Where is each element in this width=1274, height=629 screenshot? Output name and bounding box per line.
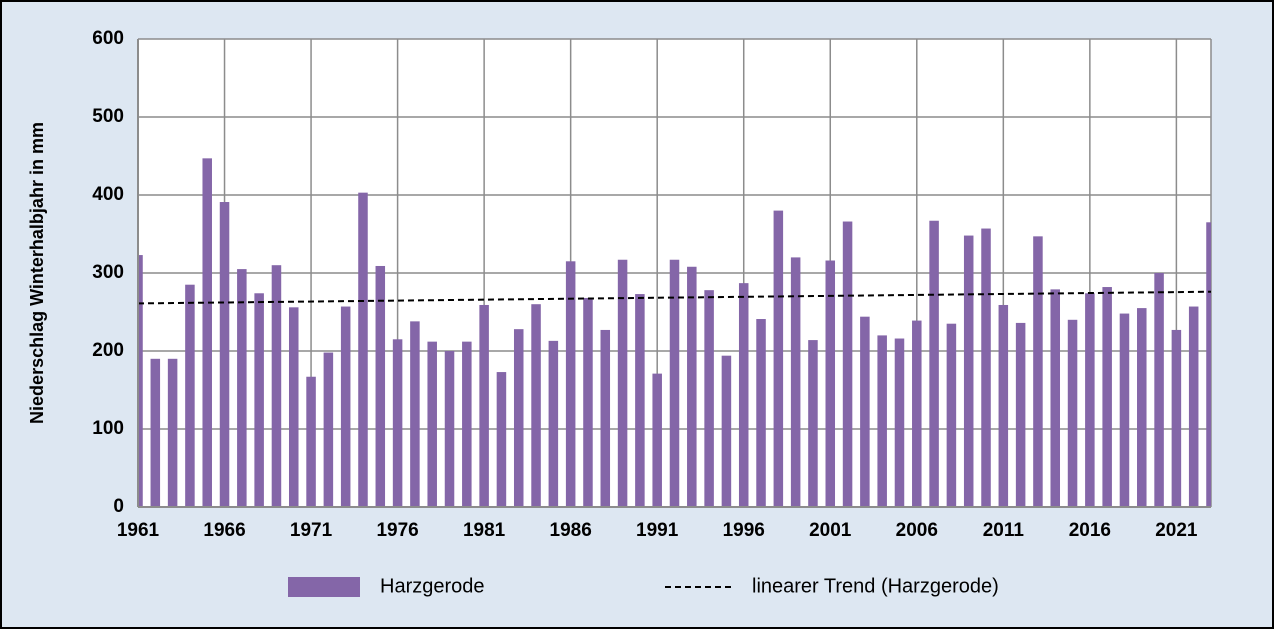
bar bbox=[583, 297, 593, 507]
y-tick-label: 500 bbox=[92, 106, 124, 127]
legend-label: linearer Trend (Harzgerode) bbox=[752, 575, 999, 597]
bar bbox=[513, 329, 524, 507]
bar bbox=[790, 257, 801, 507]
y-tick-label: 600 bbox=[92, 28, 124, 49]
x-tick-label: 1971 bbox=[290, 520, 333, 541]
y-tick-label: 0 bbox=[113, 496, 124, 517]
bar bbox=[150, 358, 161, 507]
bar bbox=[929, 220, 939, 507]
x-tick-label: 2006 bbox=[896, 520, 938, 541]
bar bbox=[1067, 319, 1078, 507]
bar bbox=[202, 158, 212, 507]
x-tick-label: 1966 bbox=[203, 520, 245, 541]
bar bbox=[479, 304, 489, 507]
bar bbox=[340, 306, 351, 507]
y-tick-label: 300 bbox=[92, 262, 124, 283]
x-tick-label: 1986 bbox=[550, 520, 592, 541]
bar bbox=[167, 358, 178, 507]
bar bbox=[323, 352, 334, 507]
bar bbox=[738, 283, 749, 507]
bar bbox=[1102, 287, 1112, 507]
bar bbox=[617, 259, 628, 507]
bar bbox=[375, 265, 386, 507]
bar bbox=[998, 304, 1009, 507]
x-tick-label: 2021 bbox=[1155, 520, 1198, 541]
bar bbox=[288, 307, 299, 507]
bar bbox=[1015, 322, 1026, 507]
bar bbox=[496, 372, 507, 507]
x-tick-label: 2016 bbox=[1069, 520, 1111, 541]
bar bbox=[773, 210, 784, 507]
bar bbox=[392, 339, 403, 507]
bar bbox=[808, 340, 818, 507]
x-tick-label: 2001 bbox=[809, 520, 852, 541]
x-tick-label: 1961 bbox=[117, 520, 160, 541]
bar bbox=[462, 341, 472, 507]
x-tick-label: 1981 bbox=[463, 520, 506, 541]
bar bbox=[427, 341, 437, 507]
bar bbox=[963, 235, 974, 507]
bar bbox=[825, 260, 836, 507]
x-tick-label: 1991 bbox=[636, 520, 679, 541]
bar bbox=[254, 293, 264, 507]
bar bbox=[565, 261, 576, 507]
bar bbox=[306, 376, 316, 507]
legend-swatch bbox=[288, 577, 360, 597]
bar bbox=[946, 323, 957, 507]
bar bbox=[138, 255, 143, 507]
bar bbox=[1206, 222, 1211, 507]
bar bbox=[1085, 293, 1095, 507]
bar bbox=[548, 340, 559, 507]
bar bbox=[894, 338, 905, 507]
bar bbox=[860, 316, 870, 507]
bar bbox=[444, 351, 455, 507]
y-tick-label: 200 bbox=[92, 340, 124, 361]
bar bbox=[912, 320, 922, 507]
bar bbox=[652, 373, 662, 507]
bar bbox=[219, 202, 230, 507]
bar bbox=[704, 290, 714, 507]
y-tick-label: 100 bbox=[92, 418, 124, 439]
bar bbox=[877, 335, 887, 507]
bar bbox=[531, 304, 541, 507]
bar bbox=[1119, 313, 1130, 507]
bar bbox=[842, 221, 853, 507]
y-tick-label: 400 bbox=[92, 184, 124, 205]
bar bbox=[185, 284, 195, 507]
bar bbox=[1050, 289, 1061, 507]
bar bbox=[1137, 308, 1147, 507]
bar bbox=[1171, 329, 1182, 507]
bar bbox=[635, 294, 645, 507]
x-tick-label: 1976 bbox=[376, 520, 418, 541]
bar bbox=[600, 329, 611, 507]
bar bbox=[721, 355, 732, 507]
x-tick-label: 2011 bbox=[983, 520, 1025, 541]
trend-line bbox=[137, 290, 1212, 305]
bars bbox=[138, 158, 1211, 507]
bar bbox=[358, 192, 368, 507]
bar bbox=[237, 269, 247, 507]
legend-label: Harzgerode bbox=[380, 575, 485, 597]
x-tick-label: 1996 bbox=[723, 520, 765, 541]
bar bbox=[981, 228, 991, 507]
bar bbox=[669, 259, 680, 507]
bar bbox=[687, 266, 697, 507]
bar bbox=[756, 319, 766, 507]
bar bbox=[271, 265, 282, 507]
bar bbox=[1188, 306, 1199, 507]
bar bbox=[1154, 273, 1164, 507]
bar bbox=[1033, 236, 1043, 507]
y-axis-label: Niederschlag Winterhalbjahr in mm bbox=[27, 122, 47, 424]
bar bbox=[410, 321, 420, 507]
